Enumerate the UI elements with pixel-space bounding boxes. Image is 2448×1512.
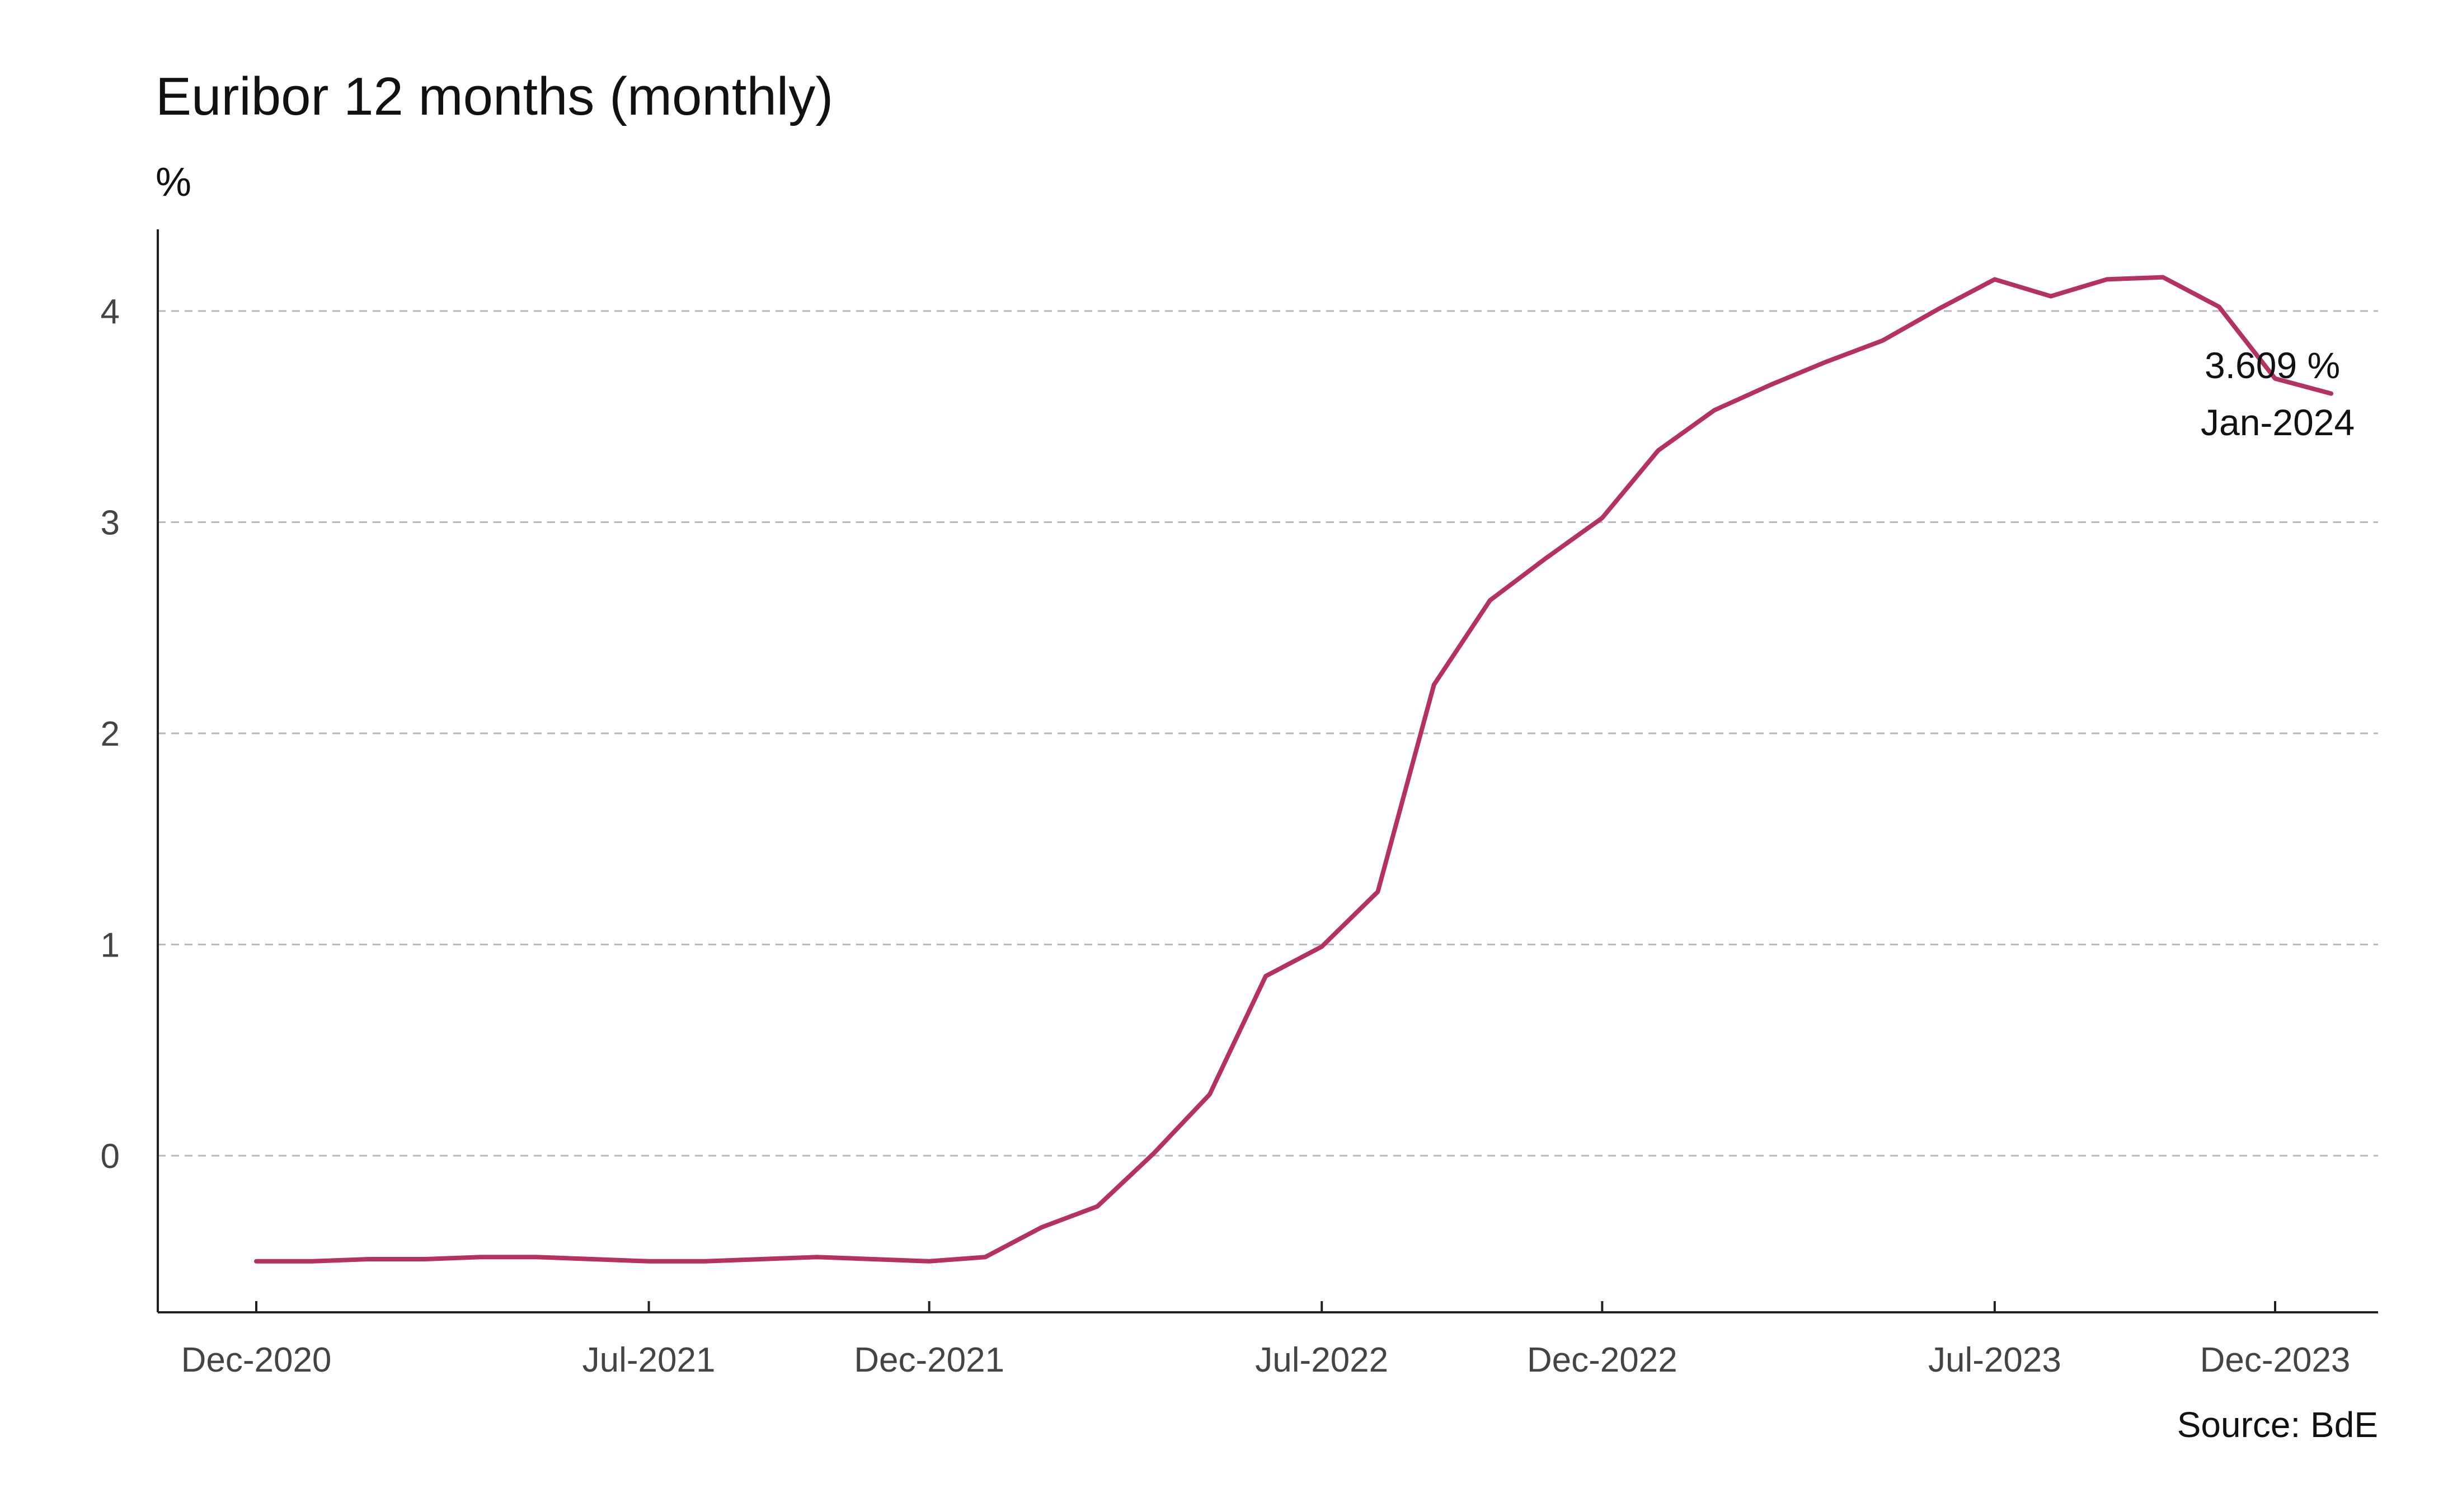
x-tick-label: Dec-2023 [2200,1341,2351,1379]
x-tick-label: Jul-2022 [1255,1341,1388,1379]
source-note: Source: BdE [2177,1405,2378,1445]
x-tick-label: Dec-2020 [181,1341,332,1379]
y-tick-label: 2 [101,715,120,753]
y-ticks: 0 1 2 3 4 [101,293,120,1176]
last-date-annotation: Jan-2024 [2201,402,2355,443]
x-tick-label: Dec-2021 [854,1341,1004,1379]
y-axis-unit-label: % [156,160,192,205]
y-tick-label: 1 [101,926,120,965]
series-line-euribor [254,275,2334,1264]
last-value-annotation: 3.609 % [2205,345,2340,386]
gridlines [158,310,2378,1157]
x-tick-label: Dec-2022 [1527,1341,1678,1379]
x-ticks: Dec-2020 Jul-2021 Dec-2021 Jul-2022 Dec-2022… [181,1301,2351,1379]
y-tick-label: 3 [101,504,120,543]
x-tick-label: Jul-2021 [582,1341,716,1379]
y-tick-label: 0 [101,1137,120,1176]
y-tick-label: 4 [101,293,120,331]
x-tick-label: Jul-2023 [1928,1341,2061,1379]
chart-title: Euribor 12 months (monthly) [156,67,834,126]
axes [157,229,2378,1313]
